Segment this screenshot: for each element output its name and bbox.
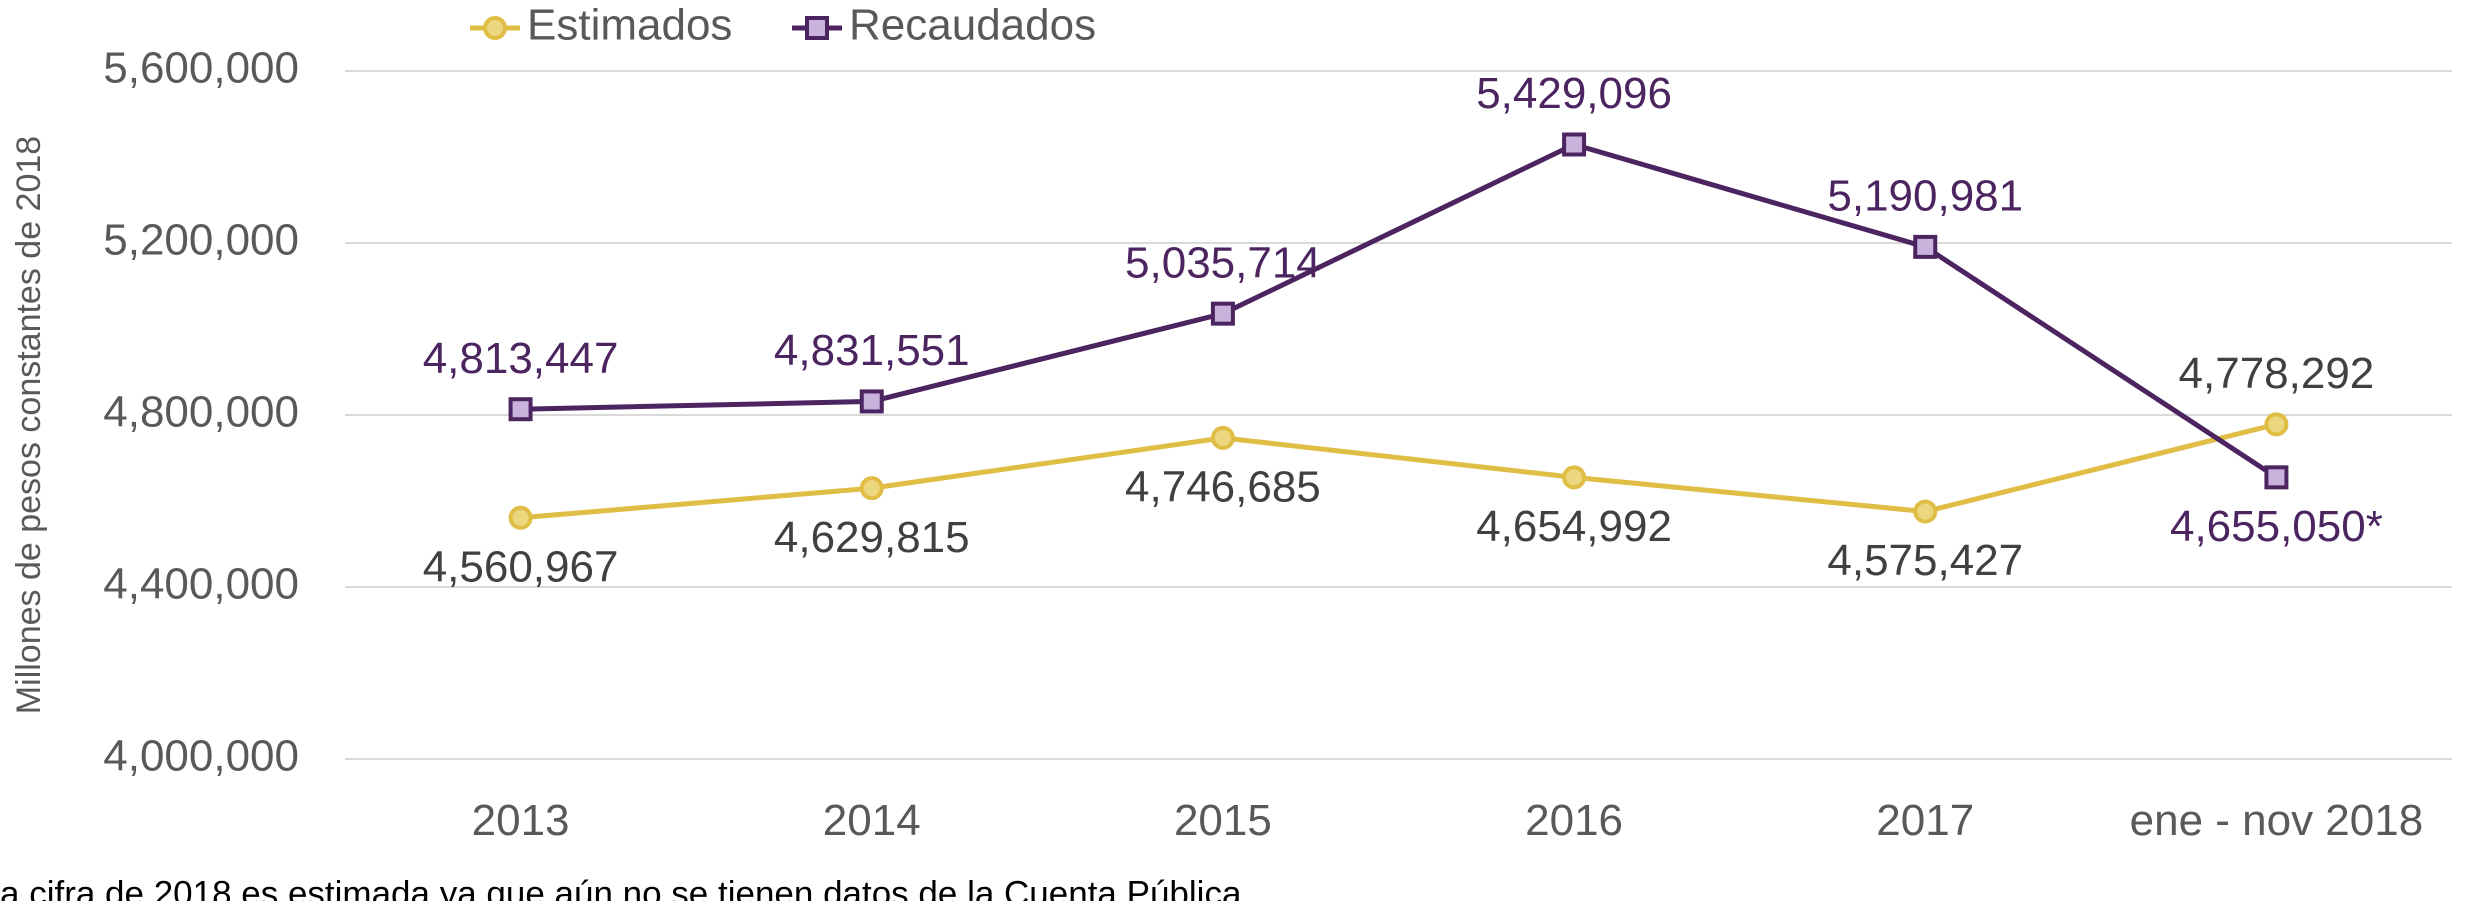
series-line [520, 141, 2278, 480]
value-label: 4,575,427 [1827, 536, 2023, 585]
y-tick-label: 4,400,000 [103, 560, 299, 609]
y-tick-label: 4,000,000 [103, 732, 299, 781]
point [1210, 425, 1235, 450]
point [859, 476, 884, 501]
y-axis-label: Millones de pesos constantes de 2018 [10, 136, 48, 714]
x-tick-label: ene - nov 2018 [2129, 796, 2424, 845]
y-tick-label: 5,600,000 [103, 44, 299, 93]
point [1210, 301, 1235, 326]
point [1913, 234, 1938, 259]
point [2264, 412, 2289, 437]
x-tick-label: 2013 [471, 796, 570, 845]
value-label: 5,429,096 [1476, 69, 1672, 118]
x-tick-label: 2014 [822, 796, 921, 845]
point [1913, 499, 1938, 524]
point [2264, 465, 2289, 490]
point [508, 505, 533, 530]
series-line [520, 421, 2278, 521]
point [1562, 132, 1587, 157]
legend-marker [805, 16, 829, 40]
point [1562, 465, 1587, 490]
value-label: 5,035,714 [1125, 238, 1321, 287]
value-label: 4,813,447 [423, 334, 619, 383]
value-label: 4,831,551 [774, 326, 970, 375]
legend-marker [483, 16, 507, 40]
legend-label: Recaudados [849, 1, 1096, 50]
point [859, 389, 884, 414]
value-label: 4,560,967 [423, 542, 619, 591]
value-label: 4,629,815 [774, 513, 970, 562]
x-tick-label: 2017 [1876, 796, 1975, 845]
value-label: 4,654,992 [1476, 502, 1672, 551]
x-tick-label: 2016 [1525, 796, 1624, 845]
value-label: 5,190,981 [1827, 172, 2023, 221]
value-label: 4,746,685 [1125, 463, 1321, 512]
footnote: a cifra de 2018 es estimada ya que aún n… [0, 874, 1242, 901]
legend-label: Estimados [527, 1, 732, 50]
y-tick-label: 4,800,000 [103, 388, 299, 437]
x-tick-label: 2015 [1173, 796, 1272, 845]
value-label: 4,778,292 [2179, 349, 2375, 398]
point [508, 397, 533, 422]
value-label: 4,655,050* [2170, 502, 2383, 551]
y-tick-label: 5,200,000 [103, 216, 299, 265]
